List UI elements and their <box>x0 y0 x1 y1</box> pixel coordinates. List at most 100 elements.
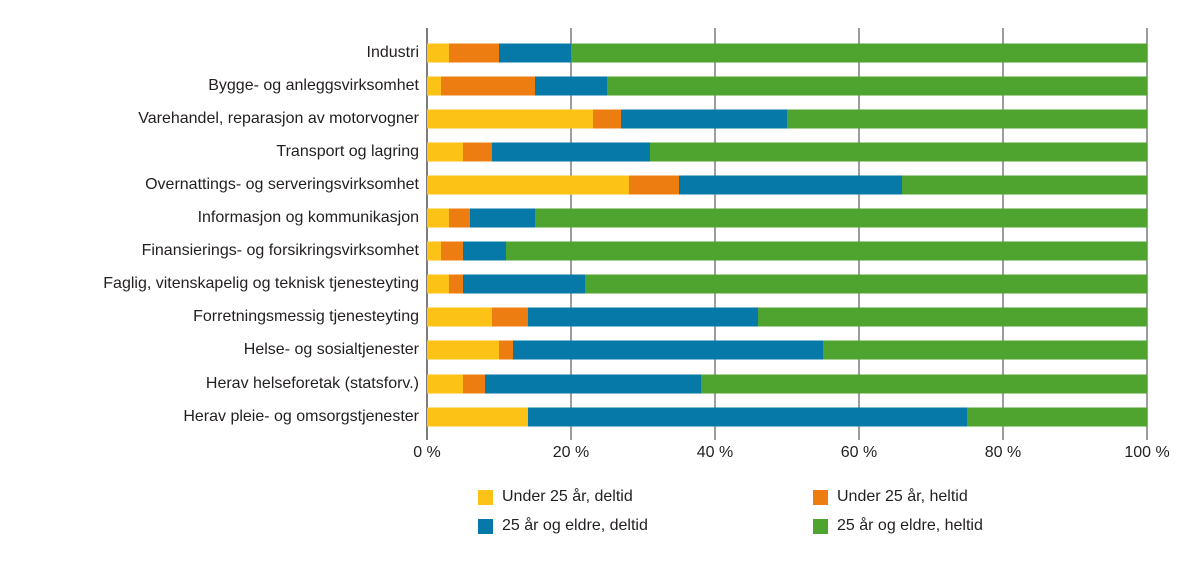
category-label: Herav pleie- og omsorgstjenester <box>183 407 419 425</box>
bar-row: Industri <box>0 36 1200 69</box>
bar-segment <box>513 340 823 360</box>
bar-segment <box>902 175 1147 195</box>
x-tick-label: 80 % <box>984 444 1022 461</box>
legend-item: Under 25 år, heltid <box>813 488 983 506</box>
bar-row: Informasjon og kommunikasjon <box>0 202 1200 235</box>
bar-segment <box>462 241 507 261</box>
bar-segment <box>427 340 499 360</box>
legend-label: Under 25 år, deltid <box>502 488 633 505</box>
category-label: Overnattings- og serveringsvirksomhet <box>145 175 419 193</box>
bar-segment <box>427 307 492 327</box>
bar-segment <box>534 76 607 96</box>
bar-row: Forretningsmessig tjenesteyting <box>0 301 1200 334</box>
x-tick-label: 40 % <box>696 444 734 461</box>
bar-row: Bygge- og anleggsvirksomhet <box>0 69 1200 102</box>
legend-item: Under 25 år, deltid <box>478 488 813 506</box>
bar-segment <box>448 274 463 294</box>
bar-segment <box>427 274 449 294</box>
bar-row: Helse- og sosialtjenester <box>0 334 1200 367</box>
bar-track <box>427 175 1147 195</box>
bar-segment <box>491 307 528 327</box>
bar-segment <box>650 142 1147 162</box>
bar-track <box>427 43 1147 63</box>
category-label: Varehandel, reparasjon av motorvogner <box>138 109 419 127</box>
bar-segment <box>441 241 463 261</box>
bar-segment <box>606 76 1147 96</box>
bar-track <box>427 340 1147 360</box>
plot-area <box>426 28 1148 440</box>
bar-segment <box>822 340 1147 360</box>
bar-segment <box>463 374 485 394</box>
category-label: Bygge- og anleggsvirksomhet <box>208 76 419 94</box>
bar-track <box>427 407 1147 427</box>
gridline <box>1002 28 1004 440</box>
legend-item: 25 år og eldre, heltid <box>813 517 983 535</box>
bar-segment <box>427 208 449 228</box>
bar-row: Finansierings- og forsikringsvirksomhet <box>0 235 1200 268</box>
bar-track <box>427 76 1147 96</box>
legend-swatch <box>813 518 828 534</box>
category-label: Helse- og sosialtjenester <box>243 341 419 359</box>
bar-segment <box>427 142 463 162</box>
legend-label: 25 år og eldre, heltid <box>837 517 983 534</box>
bar-row: Herav pleie- og omsorgstjenester <box>0 400 1200 433</box>
bar-segment <box>506 241 1147 261</box>
bar-track <box>427 241 1147 261</box>
bar-segment <box>527 407 967 427</box>
bar-segment <box>758 307 1147 327</box>
bar-segment <box>427 175 629 195</box>
category-label: Forretningsmessig tjenesteyting <box>193 308 419 326</box>
bar-segment <box>592 109 622 129</box>
legend: Under 25 år, deltid Under 25 år, heltid 25… <box>478 488 983 535</box>
category-label: Faglig, vitenskapelig og teknisk tjenest… <box>103 275 419 293</box>
bar-segment <box>498 43 571 63</box>
bar-track <box>427 274 1147 294</box>
x-tick-label: 0 % <box>413 444 441 461</box>
bar-track <box>427 374 1147 394</box>
bar-segment <box>441 76 535 96</box>
bar-segment <box>427 374 463 394</box>
bar-segment <box>499 340 514 360</box>
bar-segment <box>966 407 1147 427</box>
bar-segment <box>484 374 701 394</box>
category-label: Transport og lagring <box>276 142 419 160</box>
gridline <box>858 28 860 440</box>
legend-swatch <box>813 489 828 505</box>
bar-segment <box>463 142 492 162</box>
category-label: Informasjon og kommunikasjon <box>197 209 419 227</box>
bar-segment <box>470 208 535 228</box>
bar-segment <box>491 142 651 162</box>
bar-segment <box>427 109 593 129</box>
bar-track <box>427 208 1147 228</box>
bar-segment <box>427 407 528 427</box>
bar-row: Herav helseforetak (statsforv.) <box>0 367 1200 400</box>
bar-row: Faglig, vitenskapelig og teknisk tjenest… <box>0 268 1200 301</box>
bar-track <box>427 307 1147 327</box>
legend-item: 25 år og eldre, deltid <box>478 517 813 535</box>
bar-segment <box>570 43 1147 63</box>
legend-swatch <box>478 518 493 534</box>
gridline <box>1146 28 1148 440</box>
bar-track <box>427 109 1147 129</box>
bar-segment <box>700 374 1147 394</box>
bar-segment <box>786 109 1147 129</box>
bar-segment <box>448 43 499 63</box>
category-label: Herav helseforetak (statsforv.) <box>205 374 419 392</box>
bar-row: Transport og lagring <box>0 135 1200 168</box>
x-tick-label: 60 % <box>840 444 878 461</box>
gridline <box>426 28 428 440</box>
bar-segment <box>448 208 471 228</box>
legend-swatch <box>478 489 493 505</box>
bar-segment <box>621 109 787 129</box>
bar-track <box>427 142 1147 162</box>
legend-label: 25 år og eldre, deltid <box>502 517 648 534</box>
category-label: Finansierings- og forsikringsvirksomhet <box>141 242 419 260</box>
bar-row: Overnattings- og serveringsvirksomhet <box>0 168 1200 201</box>
bar-segment <box>427 241 442 261</box>
bar-segment <box>427 76 442 96</box>
x-axis: 0 % 20 % 40 % 60 % 80 % 100 % <box>413 444 1169 464</box>
bar-row: Varehandel, reparasjon av motorvogner <box>0 102 1200 135</box>
gridline <box>570 28 572 440</box>
bar-rows: Industri Bygge- og anleggsvirksomhet Vareh… <box>0 36 1200 434</box>
gridline <box>714 28 716 440</box>
